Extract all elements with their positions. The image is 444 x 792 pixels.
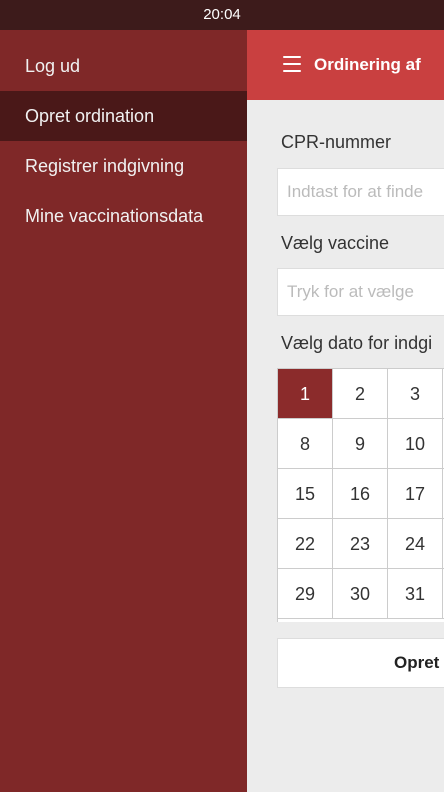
main-panel: Ordinering af CPR-nummer Indtast for at … <box>247 30 444 792</box>
status-time: 20:04 <box>203 6 241 23</box>
opret-button-label: Opret <box>394 653 440 672</box>
cpr-label: CPR-nummer <box>281 132 392 152</box>
sidebar-menu: Log ud Opret ordination Registrer indgiv… <box>0 30 247 792</box>
sidebar-item-opret-ordination[interactable]: Opret ordination <box>0 91 247 141</box>
hamburger-menu-icon[interactable] <box>283 56 301 72</box>
calendar-day[interactable]: 29 <box>278 569 333 619</box>
calendar-day[interactable]: 3 <box>388 369 443 419</box>
cpr-input[interactable]: Indtast for at finde <box>277 168 444 216</box>
calendar-day[interactable]: 15 <box>278 469 333 519</box>
calendar-day[interactable]: 17 <box>388 469 443 519</box>
calendar-day[interactable]: 1 <box>278 369 333 419</box>
opret-button[interactable]: Opret <box>277 638 444 688</box>
calendar-day[interactable]: 9 <box>333 419 388 469</box>
calendar-day[interactable]: 30 <box>333 569 388 619</box>
calendar-day[interactable]: 22 <box>278 519 333 569</box>
date-label: Vælg dato for indgi <box>281 333 433 353</box>
sidebar-item-registrer-indgivning[interactable]: Registrer indgivning <box>25 156 185 176</box>
date-picker-calendar: 1 2 3 8 9 10 15 16 17 22 23 24 29 30 31 <box>277 368 444 622</box>
page-title: Ordinering af <box>314 55 421 74</box>
calendar-day[interactable]: 16 <box>333 469 388 519</box>
calendar-day[interactable]: 24 <box>388 519 443 569</box>
vaccine-label: Vælg vaccine <box>281 233 390 253</box>
status-bar: 20:04 <box>0 0 444 30</box>
sidebar-item-log-ud[interactable]: Log ud <box>25 56 81 76</box>
calendar-day[interactable]: 31 <box>388 569 443 619</box>
navigation-bar: Ordinering af <box>247 30 444 100</box>
calendar-day[interactable]: 10 <box>388 419 443 469</box>
sidebar-item-mine-vaccinationsdata[interactable]: Mine vaccinationsdata <box>25 206 204 226</box>
calendar-day[interactable]: 2 <box>333 369 388 419</box>
vaccine-select[interactable]: Tryk for at vælge <box>277 268 444 316</box>
calendar-day[interactable]: 8 <box>278 419 333 469</box>
calendar-day[interactable]: 23 <box>333 519 388 569</box>
